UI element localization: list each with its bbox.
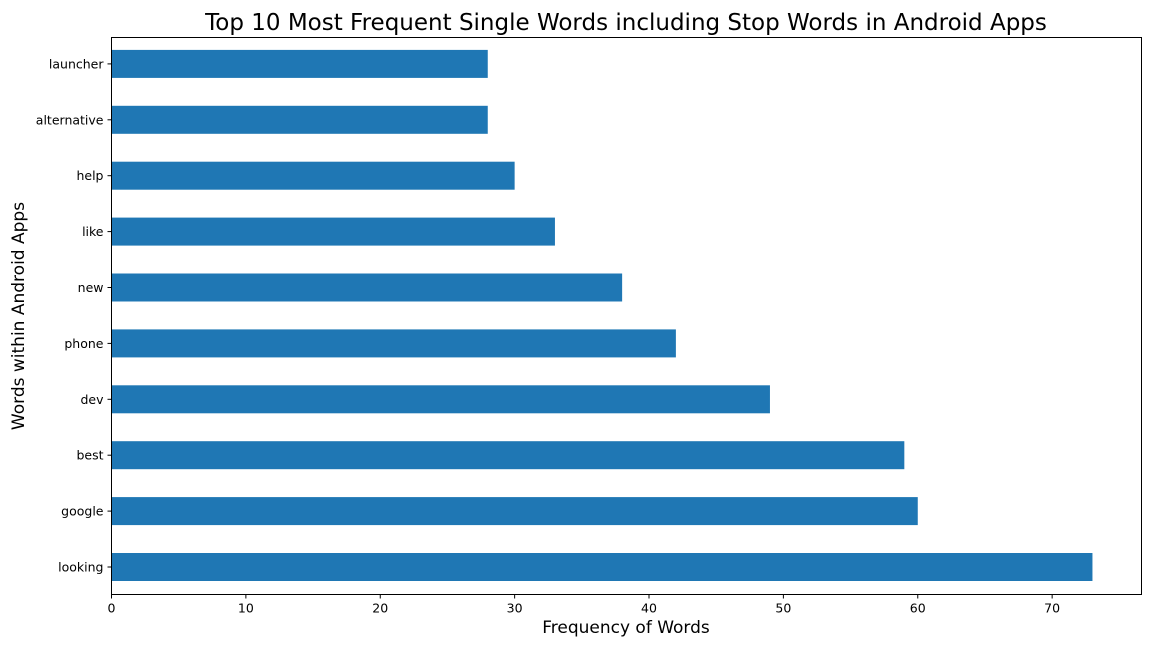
x-tick-label: 60 xyxy=(910,601,926,616)
y-tick-label: google xyxy=(61,504,104,519)
x-tick-label: 40 xyxy=(641,601,657,616)
x-tick-label: 30 xyxy=(507,601,523,616)
x-tick-label: 10 xyxy=(238,601,254,616)
bar-phone xyxy=(111,329,676,358)
bar-launcher xyxy=(111,49,488,78)
y-tick-label: looking xyxy=(58,560,103,575)
y-tick-label: new xyxy=(78,280,104,295)
bar-google xyxy=(111,497,918,526)
y-tick-label: launcher xyxy=(49,56,104,71)
chart-title: Top 10 Most Frequent Single Words includ… xyxy=(204,10,1047,36)
y-ticks-group: looking google best dev phone new like help alte… xyxy=(36,56,112,575)
y-tick-label: dev xyxy=(80,392,104,407)
bar-looking xyxy=(111,553,1093,581)
y-tick-label: alternative xyxy=(36,112,104,127)
x-tick-label: 50 xyxy=(775,601,791,616)
y-tick-label: like xyxy=(82,224,104,239)
bars-group xyxy=(111,49,1093,581)
x-axis-label: Frequency of Words xyxy=(542,618,710,638)
x-tick-label: 20 xyxy=(372,601,388,616)
bar-like xyxy=(111,217,555,246)
y-tick-label: phone xyxy=(64,336,103,351)
x-tick-label: 70 xyxy=(1044,601,1060,616)
bar-best xyxy=(111,441,905,470)
plot-frame xyxy=(111,37,1142,595)
bar-alternative xyxy=(111,105,488,134)
bar-dev xyxy=(111,385,770,414)
y-tick-label: help xyxy=(76,168,103,183)
x-tick-label: 0 xyxy=(108,601,116,616)
x-ticks-group: 0 10 20 30 40 50 60 70 xyxy=(108,594,1060,616)
y-tick-label: best xyxy=(76,448,103,463)
y-axis-label: Words within Android Apps xyxy=(9,202,29,430)
bar-new xyxy=(111,273,623,302)
bar-help xyxy=(111,161,515,190)
